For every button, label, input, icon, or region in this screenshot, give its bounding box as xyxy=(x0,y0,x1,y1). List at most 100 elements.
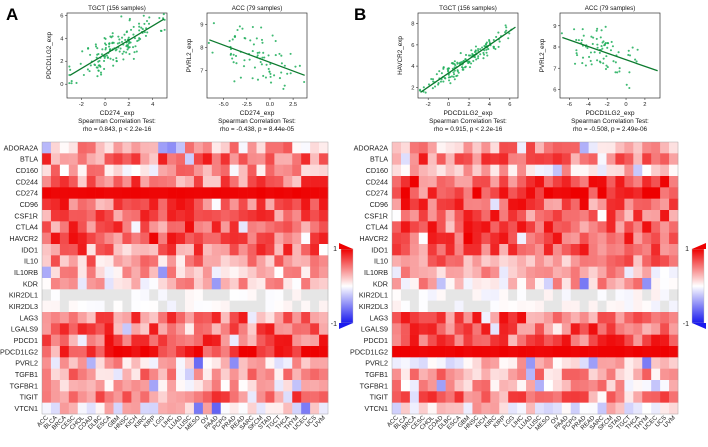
heatmap-cell xyxy=(454,300,464,313)
heatmap-cell xyxy=(552,153,563,165)
y-tick-label: 2 xyxy=(60,59,63,65)
y-tick-label: 4 xyxy=(60,36,64,42)
heatmap-cell xyxy=(292,312,302,324)
heatmap-cell xyxy=(651,323,661,335)
heatmap-cell xyxy=(167,402,177,415)
heatmap-cell xyxy=(229,323,239,335)
heatmap-cell xyxy=(113,164,123,177)
heatmap-cell xyxy=(517,312,527,324)
heatmap-cell xyxy=(660,300,670,313)
scatter-point xyxy=(298,64,301,67)
heatmap-cell xyxy=(238,391,248,403)
heatmap-cell xyxy=(597,142,607,154)
heatmap-cell xyxy=(409,232,420,245)
heatmap-cell xyxy=(499,368,509,381)
heatmap-cell xyxy=(319,232,329,245)
heatmap-cell xyxy=(642,346,652,358)
heatmap-cell xyxy=(176,402,186,415)
gene-label: ADORA2A xyxy=(4,143,39,152)
heatmap-cell xyxy=(42,402,52,415)
heatmap-cell xyxy=(229,380,239,392)
test-label: Spearman Correlation Test: xyxy=(218,118,296,125)
scatter-point xyxy=(261,56,264,59)
heatmap-cell xyxy=(651,176,661,188)
scatter-point xyxy=(505,26,508,29)
heatmap-cell xyxy=(454,312,464,324)
heatmap-cell xyxy=(202,380,213,392)
heatmap-cell xyxy=(481,300,491,313)
gene-label: CD96 xyxy=(370,200,388,209)
colorbar-max-label: 1 xyxy=(685,246,689,253)
heatmap-cell xyxy=(158,187,168,199)
heatmap-cell xyxy=(543,380,554,392)
heatmap-cell xyxy=(597,187,607,199)
heatmap-cell xyxy=(50,323,61,335)
heatmap-cell xyxy=(588,300,598,313)
heatmap-cell xyxy=(579,187,589,199)
heatmap-cell xyxy=(409,368,420,381)
gene-label: TGFB1 xyxy=(365,370,388,379)
scatter-point xyxy=(97,53,100,56)
heatmap-cell xyxy=(606,187,616,199)
heatmap-cell xyxy=(113,266,123,279)
heatmap-cell xyxy=(418,244,429,256)
heatmap-cell xyxy=(229,176,239,188)
heatmap-cell xyxy=(499,198,509,211)
heatmap-cell xyxy=(131,312,141,324)
heatmap-cell xyxy=(579,232,589,245)
scatter-point xyxy=(233,80,236,83)
heatmap-cell xyxy=(176,266,186,279)
heatmap-cell xyxy=(669,142,679,154)
heatmap-cell xyxy=(490,221,500,233)
heatmap-cell xyxy=(597,334,607,347)
x-axis-label: PDCD1LG2_exp xyxy=(443,110,492,117)
heatmap-cell xyxy=(588,244,598,256)
heatmap-cell xyxy=(256,187,266,199)
heatmap-cell xyxy=(122,300,132,313)
colorbar-b: 1-1 xyxy=(683,243,706,329)
heatmap-cell xyxy=(220,176,230,188)
heatmap-cell xyxy=(633,221,643,233)
heatmap-cell xyxy=(597,232,607,245)
heatmap-cell xyxy=(176,232,186,245)
heatmap-cell xyxy=(292,289,302,301)
heatmap-cell xyxy=(579,380,589,392)
heatmap-cell xyxy=(131,164,141,177)
scatter-point xyxy=(627,49,630,52)
heatmap-cell xyxy=(508,198,518,211)
gene-label: TGFBR1 xyxy=(360,381,388,390)
colorbar-max-marker xyxy=(692,243,706,249)
heatmap-cell xyxy=(274,402,284,415)
scatter-point xyxy=(111,35,114,38)
heatmap-cell xyxy=(211,278,222,290)
gene-label: IL10 xyxy=(374,257,388,266)
heatmap-cell xyxy=(149,153,159,165)
heatmap-cell xyxy=(606,312,616,324)
heatmap-cell xyxy=(50,255,61,267)
heatmap-cell xyxy=(392,312,402,324)
heatmap-cell xyxy=(176,153,186,165)
heatmap-cell xyxy=(202,164,213,177)
heatmap-cell xyxy=(543,278,554,290)
heatmap-cell xyxy=(427,142,437,154)
heatmap-cell xyxy=(211,210,222,222)
scatter-point xyxy=(104,46,107,49)
scatter-point xyxy=(126,44,129,47)
heatmap-cell xyxy=(597,289,607,301)
heatmap-cell xyxy=(481,391,491,403)
heatmap-cell xyxy=(392,221,402,233)
heatmap-cell xyxy=(202,300,213,313)
heatmap-cell xyxy=(193,391,204,403)
heatmap-cell xyxy=(436,300,446,313)
heatmap-cell xyxy=(535,232,545,245)
heatmap-cell xyxy=(265,187,275,199)
heatmap-cell xyxy=(526,357,536,369)
heatmap-cell xyxy=(104,198,114,211)
scatter-point xyxy=(606,46,609,49)
scatter-point xyxy=(595,37,598,40)
heatmap-cell xyxy=(256,266,266,279)
heatmap-cell xyxy=(436,221,446,233)
heatmap-cell xyxy=(535,255,545,267)
heatmap-cell xyxy=(472,312,482,324)
scatter-point xyxy=(262,74,265,78)
